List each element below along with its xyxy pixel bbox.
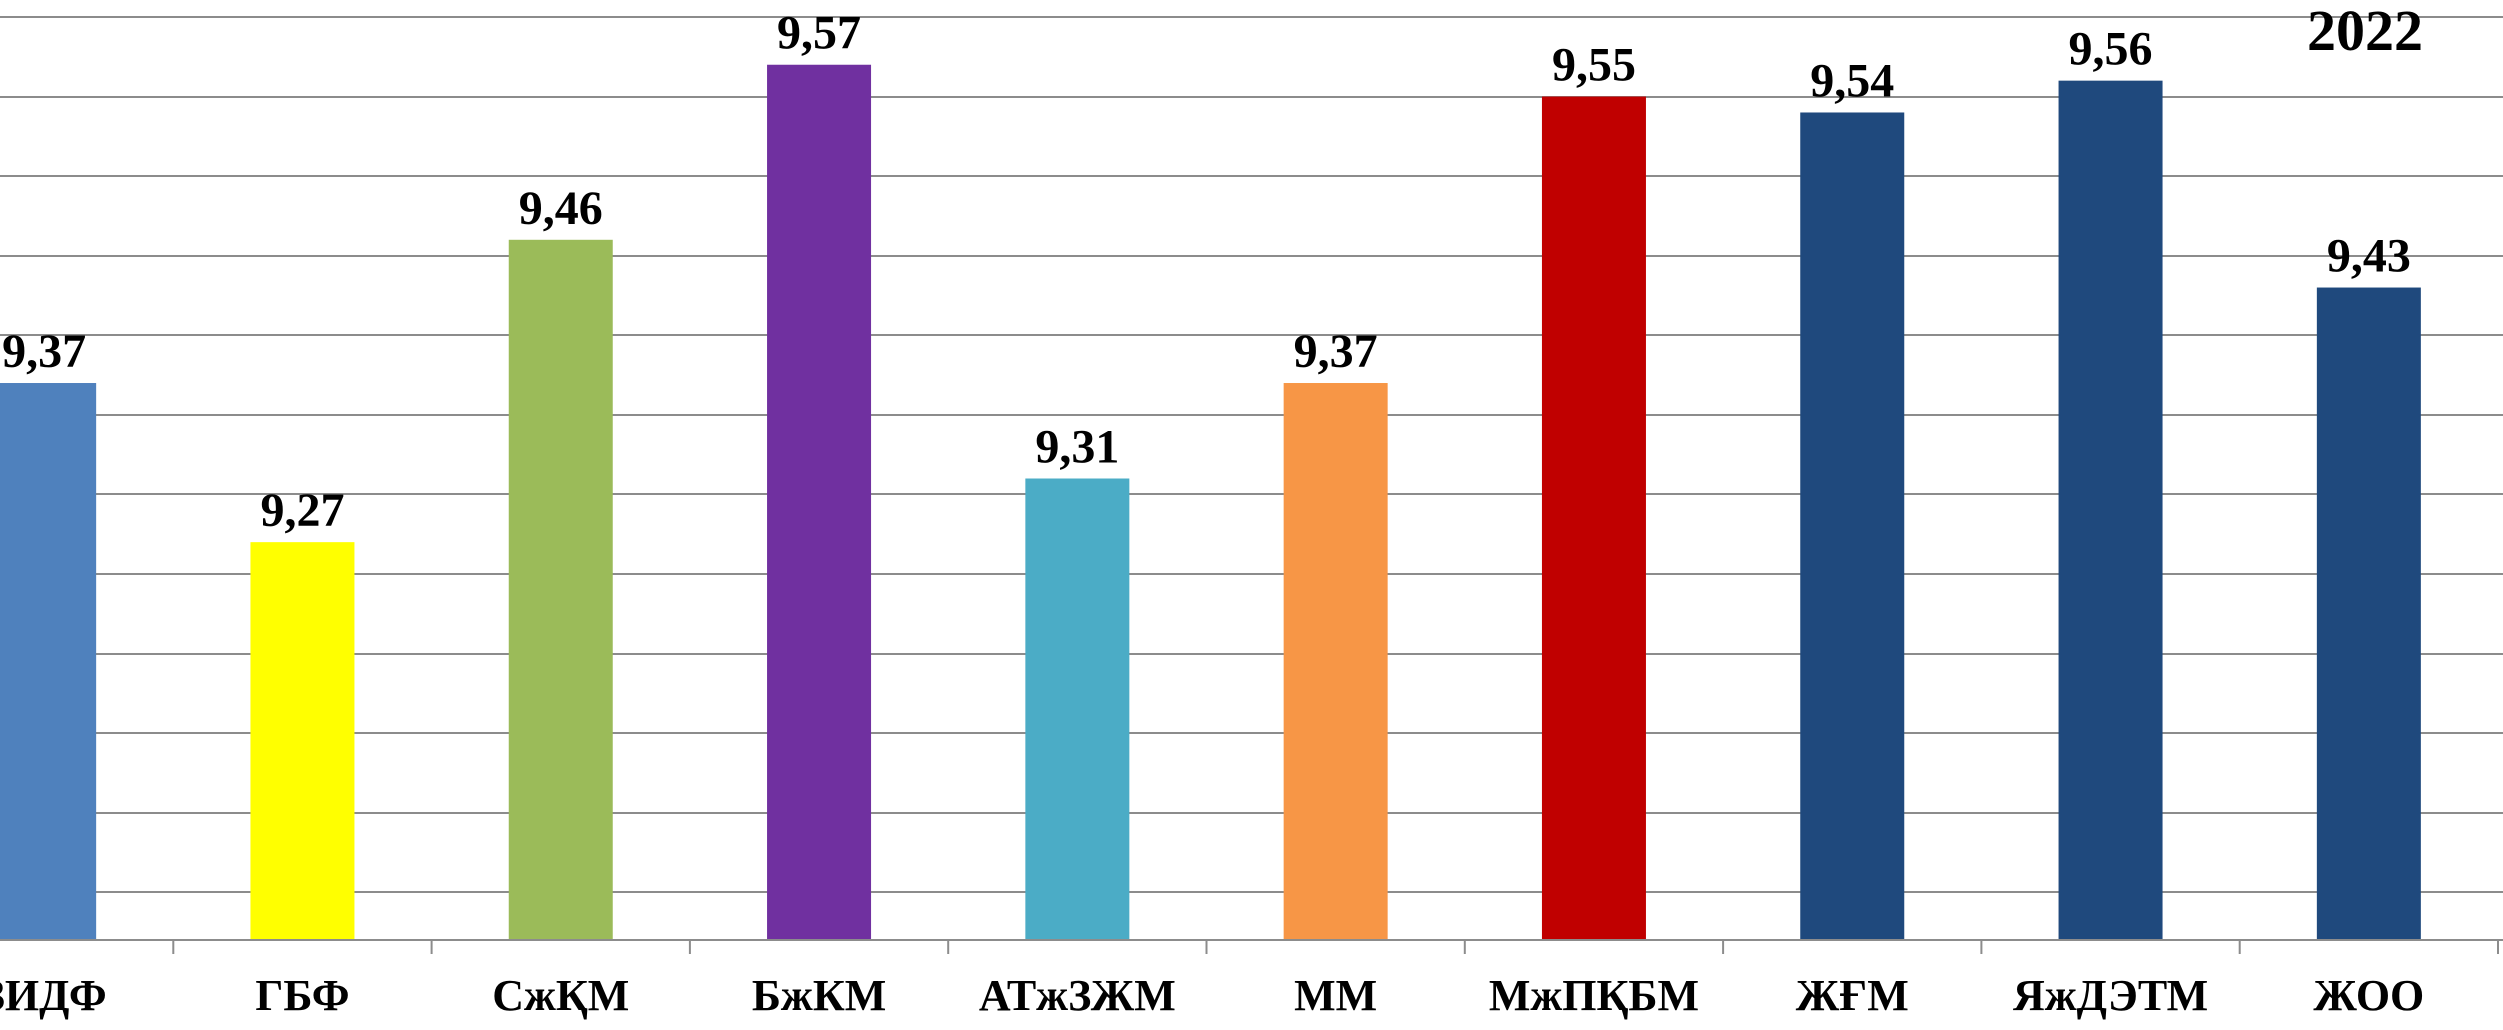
bar-8 bbox=[1800, 112, 1905, 940]
data-label: 9,54 bbox=[1810, 54, 1894, 107]
bar-7 bbox=[1541, 96, 1646, 940]
bar-5 bbox=[1025, 478, 1130, 940]
category-label: ММ bbox=[1294, 971, 1377, 1020]
bars bbox=[0, 64, 2421, 941]
bar-10 bbox=[2316, 287, 2421, 940]
category-label: ЖОО bbox=[2313, 971, 2424, 1020]
data-label: 9,37 bbox=[1294, 325, 1378, 378]
data-label: 9,31 bbox=[1035, 421, 1119, 474]
category-label: СжҚМ bbox=[492, 971, 629, 1020]
data-label: 9,55 bbox=[1552, 39, 1636, 92]
data-label: 9,46 bbox=[519, 182, 603, 235]
category-label: ЗИДФ bbox=[0, 971, 107, 1020]
bar-1 bbox=[0, 383, 97, 941]
data-label: 9,43 bbox=[2327, 230, 2411, 283]
data-label: 9,56 bbox=[2069, 23, 2153, 76]
category-label: ЖҒМ bbox=[1796, 971, 1909, 1020]
bar-4 bbox=[767, 64, 872, 940]
bar-6 bbox=[1283, 383, 1388, 941]
category-label: МжПҚБМ bbox=[1489, 971, 1699, 1020]
data-label: 9,57 bbox=[777, 7, 861, 60]
category-label: ГБФ bbox=[255, 971, 349, 1020]
data-label: 9,37 bbox=[2, 325, 86, 378]
data-labels: 9,37 9,27 9,46 9,57 9,31 9,37 9,55 9,54 9,56 9,43 bbox=[2, 7, 2411, 537]
category-label: ЯжДЭТМ bbox=[2013, 971, 2208, 1020]
chart-annotation-year: 2022 bbox=[2307, 0, 2423, 63]
x-axis bbox=[0, 939, 2503, 954]
category-label: АТжЗЖМ bbox=[979, 971, 1176, 1020]
category-labels: ЗИДФ ГБФ СжҚМ БжКМ АТжЗЖМ ММ МжПҚБМ ЖҒМ ЯжДЭТМ ЖО… bbox=[0, 971, 2424, 1020]
bar-2 bbox=[250, 542, 355, 940]
category-label: БжКМ bbox=[752, 971, 886, 1020]
bar-3 bbox=[508, 239, 613, 941]
bar-9 bbox=[2058, 80, 2163, 941]
data-label: 9,27 bbox=[260, 484, 344, 537]
